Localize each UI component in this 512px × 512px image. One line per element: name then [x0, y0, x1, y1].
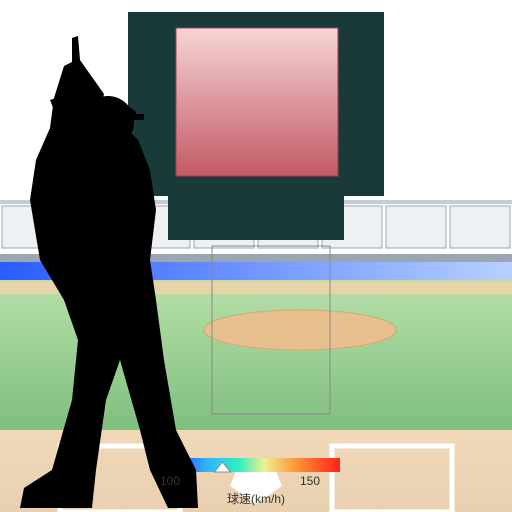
legend-tick: 100: [160, 474, 180, 488]
stands-segment: [450, 206, 510, 248]
speed-legend-bar: [172, 458, 340, 472]
pitchers-mound: [204, 310, 396, 350]
legend-tick: 150: [300, 474, 320, 488]
pitch-location-chart: [0, 0, 512, 512]
legend-title: 球速(km/h): [172, 490, 340, 507]
scoreboard-support: [168, 196, 344, 240]
stands-segment: [386, 206, 446, 248]
scene-svg: [0, 0, 512, 512]
scoreboard-screen: [176, 28, 338, 176]
